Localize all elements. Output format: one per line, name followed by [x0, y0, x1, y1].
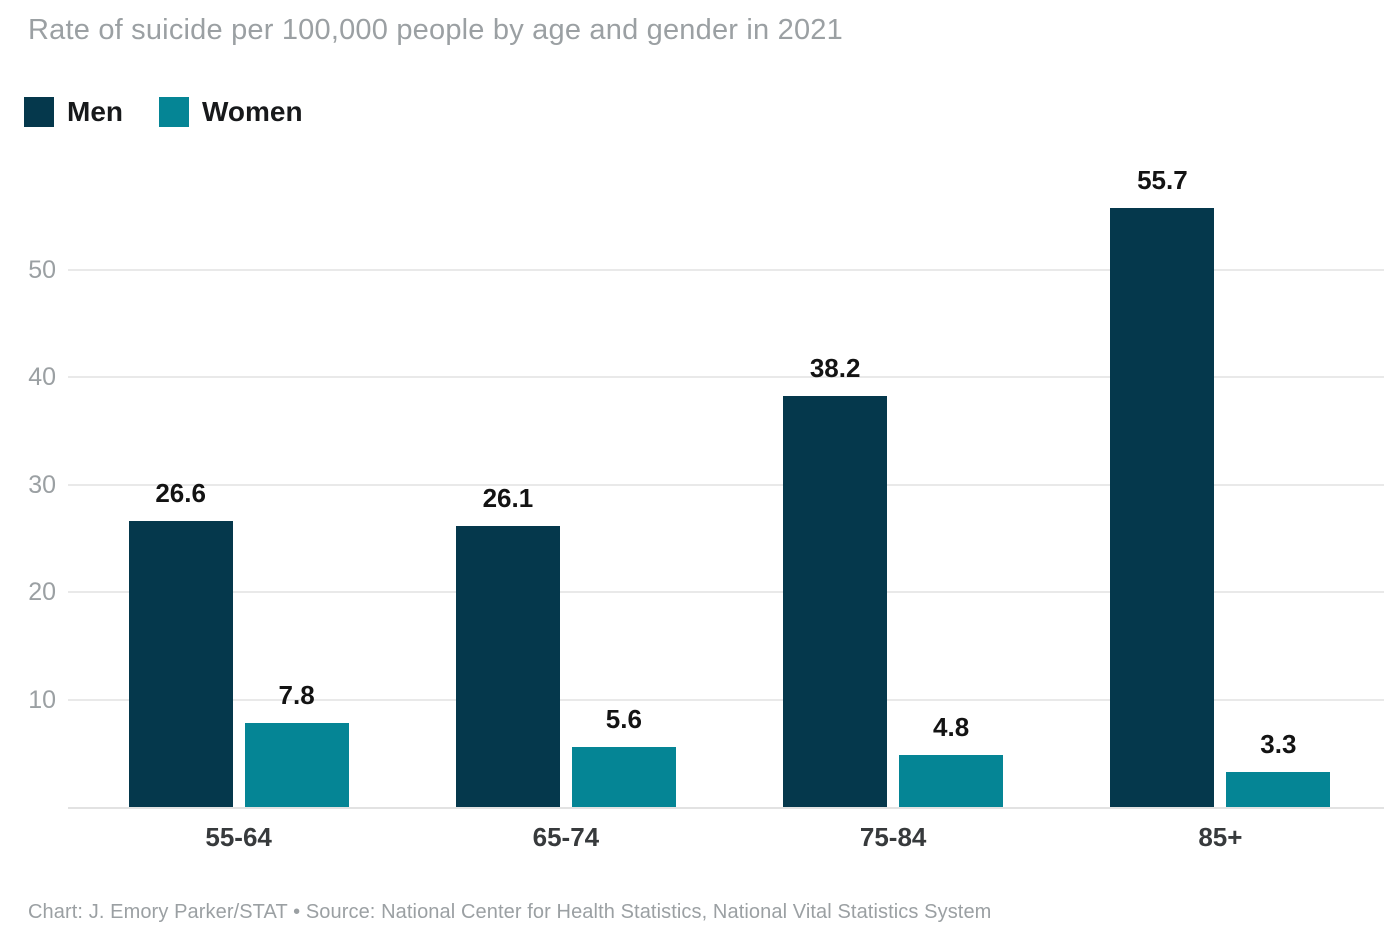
y-tick-label: 40 — [28, 363, 56, 391]
chart-footer: Chart: J. Emory Parker/STAT • Source: Na… — [28, 901, 992, 923]
x-tick-label: 75-84 — [859, 822, 927, 852]
bar-value-label: 7.8 — [278, 680, 315, 711]
bar-group: 55.7 3.3 — [1057, 160, 1384, 807]
y-tick-label: 30 — [28, 470, 56, 499]
legend-item-men: Men — [24, 96, 123, 128]
bar-women-65-74: 5.6 — [571, 704, 676, 807]
bar-value-label: 26.6 — [155, 478, 206, 509]
y-tick-label: 50 — [28, 255, 56, 284]
x-tick-label: 85+ — [1198, 822, 1243, 852]
legend-label-men: Men — [67, 96, 123, 127]
y-tick-label: 20 — [28, 578, 56, 606]
bar-group: 26.1 5.6 — [402, 160, 729, 807]
bar-value-label: 55.7 — [1137, 165, 1188, 196]
legend: Men Women — [24, 96, 303, 128]
bar-value-label: 38.2 — [809, 353, 861, 384]
women-color-swatch — [159, 97, 189, 127]
bar-value-label: 4.8 — [933, 712, 970, 743]
gridline — [68, 376, 1384, 378]
chart-title: Rate of suicide per 100,000 people by ag… — [28, 14, 843, 46]
x-axis-labels: 55-64 65-74 75-84 85+ — [75, 820, 1384, 854]
bar-value-label: 5.6 — [605, 703, 642, 734]
gridline — [68, 483, 1384, 486]
bar-women-85+: 3.3 — [1226, 729, 1331, 807]
bar-men-65-74: 26.1 — [455, 483, 560, 807]
x-tick-label: 55-64 — [205, 822, 272, 852]
bars-layer: 26.6 7.8 26.1 5.6 38.2 4.8 55.7 3.3 — [75, 160, 1384, 807]
gridline — [68, 591, 1384, 593]
bar-value-label: 26.1 — [482, 483, 534, 514]
bar-women-55-64: 7.8 — [244, 680, 349, 807]
y-tick-label: 10 — [28, 685, 56, 714]
bar-group: 26.6 7.8 — [75, 160, 402, 807]
gridline — [68, 268, 1384, 271]
legend-label-women: Women — [202, 96, 303, 127]
x-axis-baseline — [68, 807, 1384, 809]
bar-value-label: 3.3 — [1260, 728, 1297, 759]
men-color-swatch — [24, 97, 54, 127]
gridline — [68, 698, 1384, 701]
bar-men-55-64: 26.6 — [128, 478, 233, 807]
bar-group: 38.2 4.8 — [730, 160, 1057, 807]
x-tick-label: 65-74 — [532, 822, 600, 852]
bar-women-75-84: 4.8 — [899, 712, 1004, 807]
legend-item-women: Women — [159, 96, 303, 128]
plot-area: 10 20 30 40 50 26.6 7.8 26.1 5.6 38.2 4.8 55.7 3.3 — [0, 160, 1384, 809]
bar-men-85+: 55.7 — [1110, 165, 1215, 807]
bar-men-75-84: 38.2 — [783, 353, 888, 807]
